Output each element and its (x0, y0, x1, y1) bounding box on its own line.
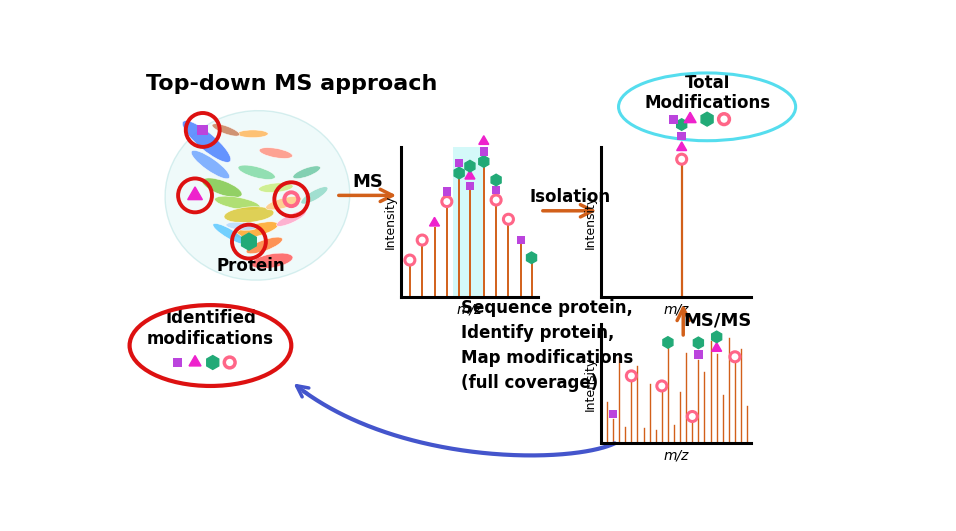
FancyBboxPatch shape (480, 147, 488, 156)
FancyBboxPatch shape (453, 147, 484, 297)
FancyBboxPatch shape (173, 358, 182, 367)
FancyBboxPatch shape (443, 187, 451, 196)
Text: Isolation: Isolation (530, 188, 611, 206)
Text: Protein: Protein (217, 257, 286, 275)
Text: MS: MS (352, 173, 383, 191)
Text: m/z: m/z (456, 302, 482, 316)
Ellipse shape (212, 124, 240, 136)
Ellipse shape (251, 253, 293, 269)
Ellipse shape (266, 196, 301, 210)
FancyBboxPatch shape (197, 125, 208, 135)
Text: Sequence protein,
Identify protein,
Map modifications
(full coverage): Sequence protein, Identify protein, Map … (461, 299, 633, 392)
Ellipse shape (226, 222, 256, 230)
Ellipse shape (259, 148, 293, 158)
Text: m/z: m/z (663, 449, 688, 463)
Ellipse shape (259, 183, 293, 193)
Ellipse shape (165, 110, 350, 280)
Text: Top-down MS approach: Top-down MS approach (145, 74, 437, 94)
Text: m/z: m/z (663, 302, 688, 316)
Text: Intensity: Intensity (383, 195, 397, 249)
FancyBboxPatch shape (492, 186, 500, 194)
Ellipse shape (246, 237, 283, 254)
FancyBboxPatch shape (678, 132, 685, 140)
Ellipse shape (183, 121, 230, 162)
FancyBboxPatch shape (466, 182, 474, 191)
FancyBboxPatch shape (668, 115, 678, 124)
Ellipse shape (224, 207, 273, 222)
Ellipse shape (238, 165, 275, 179)
Ellipse shape (235, 222, 278, 238)
FancyBboxPatch shape (609, 409, 618, 418)
Ellipse shape (213, 224, 247, 244)
FancyBboxPatch shape (516, 236, 525, 244)
Ellipse shape (214, 196, 260, 210)
Text: Total
Modifications: Total Modifications (644, 74, 771, 113)
Text: MS/MS: MS/MS (684, 311, 752, 329)
Ellipse shape (276, 211, 306, 226)
Ellipse shape (301, 187, 328, 204)
Text: Intensity: Intensity (583, 195, 597, 249)
Text: Identified
modifications: Identified modifications (147, 309, 274, 348)
Ellipse shape (202, 178, 242, 198)
Ellipse shape (191, 150, 229, 179)
Ellipse shape (237, 130, 269, 138)
Ellipse shape (293, 166, 320, 179)
FancyBboxPatch shape (455, 159, 464, 167)
Text: Intensity: Intensity (583, 356, 597, 411)
FancyBboxPatch shape (694, 350, 703, 358)
